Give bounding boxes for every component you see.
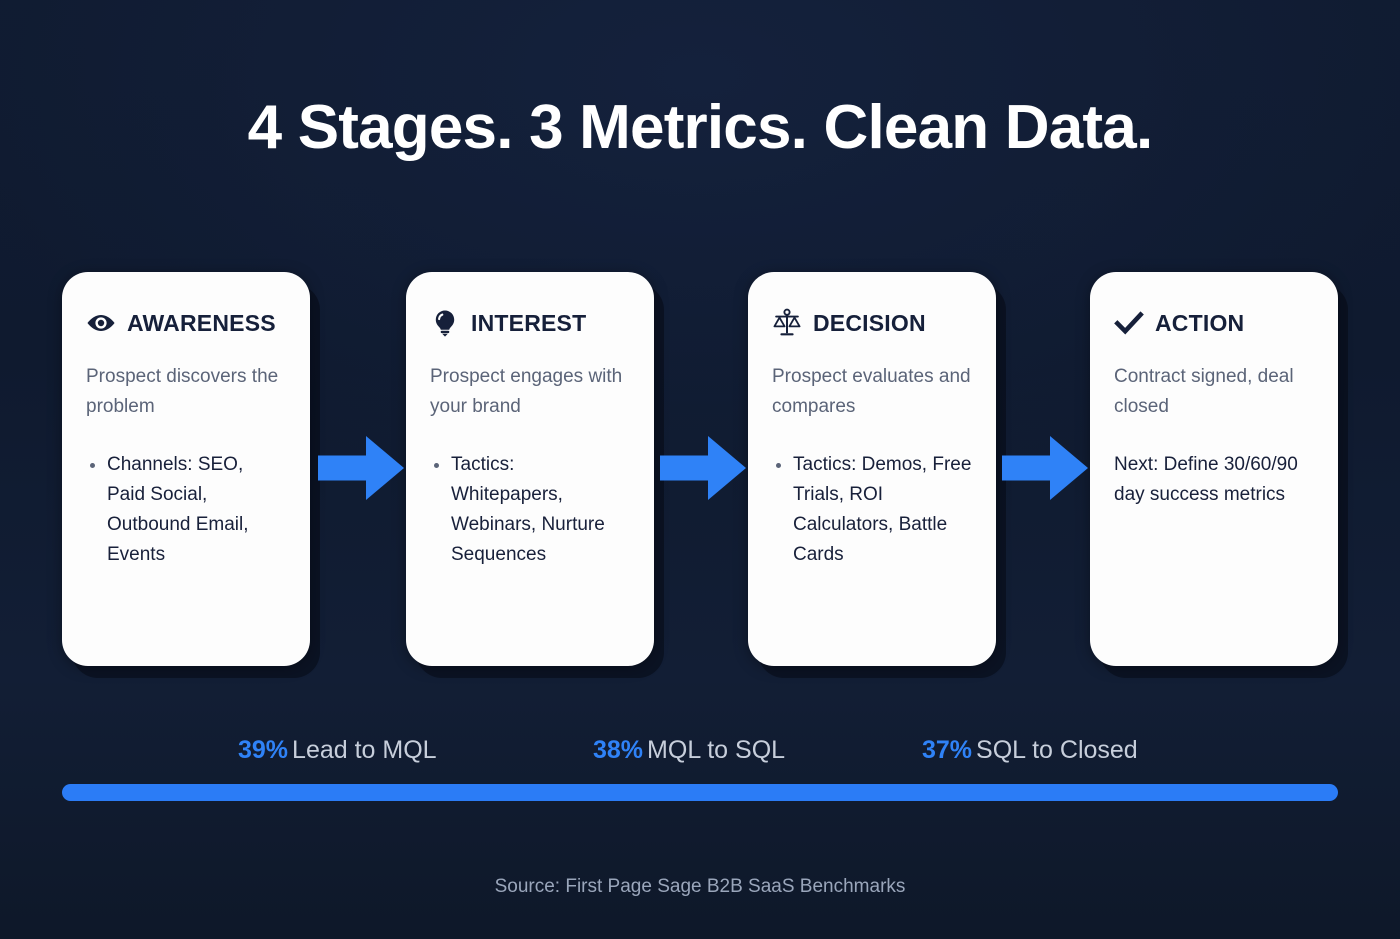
stage-card-awareness: AWARENESS Prospect discovers the problem… — [62, 272, 310, 666]
scales-icon — [772, 308, 802, 338]
metric-percent: 37% — [922, 736, 973, 764]
page-title: 4 Stages. 3 Metrics. Clean Data. — [247, 93, 1154, 162]
card-description: Prospect evaluates and compares — [772, 366, 971, 417]
list-item: Tactics: Demos, Free Trials, ROI Calcula… — [772, 450, 972, 570]
metric-label: Lead to MQL — [292, 736, 437, 764]
card-description: Prospect discovers the problem — [86, 366, 279, 417]
card-title: DECISION — [813, 309, 926, 336]
list-item: Channels: SEO, Paid Social, Outbound Ema… — [86, 450, 286, 570]
metric-label: MQL to SQL — [647, 736, 786, 764]
card-title: ACTION — [1155, 309, 1245, 336]
card-header: INTEREST — [430, 306, 630, 340]
metrics-row: 39% Lead to MQL 38% MQL to SQL 37% SQL to C… — [62, 729, 1338, 771]
card-note: Next: Define 30/60/90 day success metric… — [1114, 454, 1298, 505]
stage-cards-container: AWARENESS Prospect discovers the problem… — [62, 272, 1338, 666]
card-title: INTEREST — [471, 309, 587, 336]
card-header: DECISION — [772, 306, 972, 340]
arrow-right-icon — [1002, 432, 1088, 504]
funnel-progress-bar — [62, 784, 1338, 801]
stage-card-action: ACTION Contract signed, deal closed Next… — [1090, 272, 1338, 666]
card-bullet-list: Tactics: Demos, Free Trials, ROI Calcula… — [772, 450, 972, 570]
card-title: AWARENESS — [127, 309, 276, 336]
arrow-right-icon — [660, 432, 746, 504]
card-description: Contract signed, deal closed — [1114, 366, 1294, 417]
stage-card-interest: INTEREST Prospect engages with your bran… — [406, 272, 654, 666]
card-description: Prospect engages with your brand — [430, 366, 623, 417]
metric-percent: 38% — [593, 736, 644, 764]
arrow-right-icon — [318, 432, 404, 504]
card-bullet-list: Channels: SEO, Paid Social, Outbound Ema… — [86, 450, 286, 570]
card-bullet-list: Tactics: Whitepapers, Webinars, Nurture … — [430, 450, 630, 570]
checkmark-icon — [1114, 308, 1144, 338]
metric-percent: 39% — [238, 736, 289, 764]
metric-lead-to-mql: 39% Lead to MQL — [238, 729, 437, 771]
metric-sql-to-closed: 37% SQL to Closed — [922, 729, 1138, 771]
source-attribution: Source: First Page Sage B2B SaaS Benchma… — [494, 876, 906, 897]
stage-card-decision: DECISION Prospect evaluates and compares… — [748, 272, 996, 666]
metric-mql-to-sql: 38% MQL to SQL — [593, 729, 785, 771]
list-item: Tactics: Whitepapers, Webinars, Nurture … — [430, 450, 630, 570]
card-header: AWARENESS — [86, 306, 286, 340]
eye-icon — [86, 308, 116, 338]
card-header: ACTION — [1114, 306, 1314, 340]
lightbulb-icon — [430, 308, 460, 338]
metric-label: SQL to Closed — [976, 736, 1138, 764]
